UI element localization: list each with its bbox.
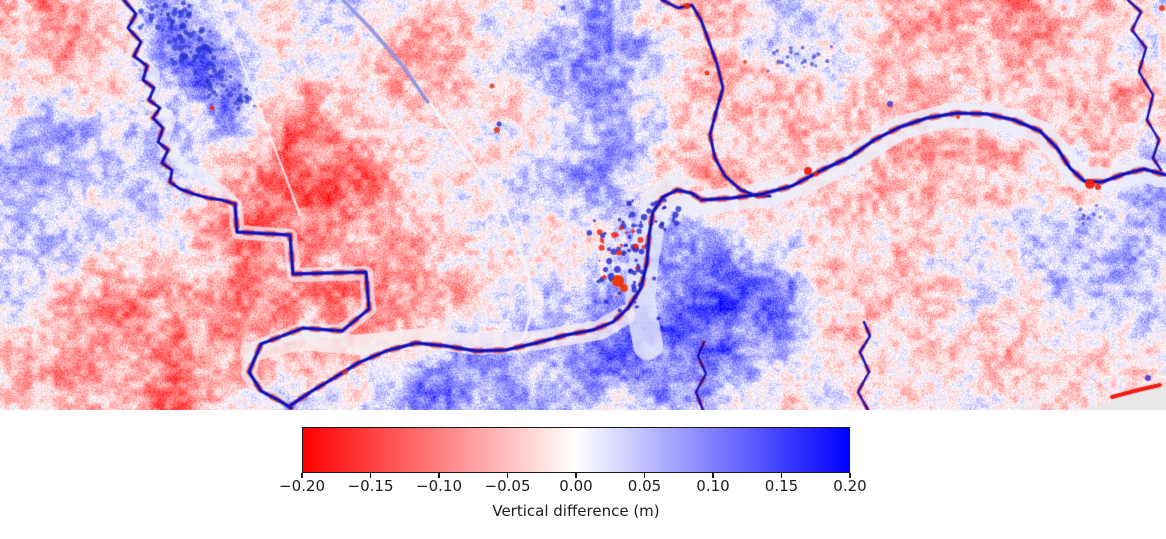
tick-label: 0.20: [833, 477, 867, 495]
tick-mark: [438, 473, 440, 478]
tick-label: 0.05: [627, 477, 662, 495]
tick-mark: [780, 473, 783, 478]
tick-label: 0.00: [559, 477, 593, 495]
tick-label: −0.05: [484, 477, 531, 495]
tick-mark: [712, 473, 714, 478]
tick-mark: [643, 473, 646, 478]
tick-label: −0.15: [347, 477, 394, 495]
tick-mark: [506, 473, 509, 478]
tick-label: −0.10: [416, 477, 462, 495]
tick-mark: [301, 473, 303, 478]
tick-mark: [575, 473, 577, 478]
vertical-difference-map: [0, 0, 1166, 410]
tick-mark: [369, 473, 372, 478]
tick-label: −0.20: [279, 477, 325, 495]
tick-label: 0.15: [764, 477, 799, 495]
tick-mark: [849, 473, 851, 478]
colorbar-ticks: −0.20 −0.15 −0.10 −0.05 0.00 0.05 0.10 0.15 0.20: [279, 473, 867, 499]
tick-label: 0.10: [696, 477, 730, 495]
colorbar-axis-label: Vertical difference (m): [492, 502, 660, 520]
colorbar-gradient: [302, 427, 850, 473]
